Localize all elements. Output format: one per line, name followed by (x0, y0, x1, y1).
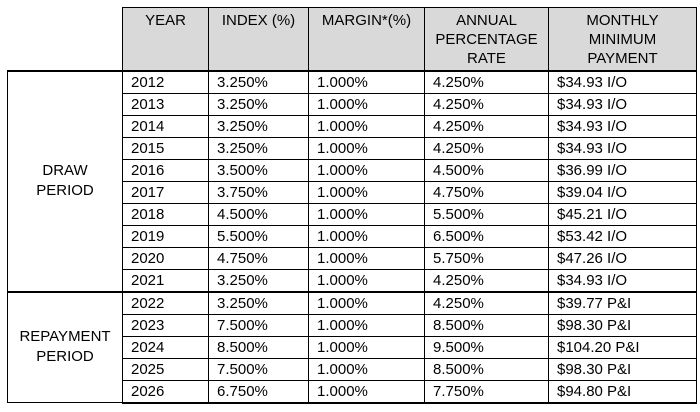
value-cell: $45.21 I/O (548, 202, 697, 226)
value-cell: $34.93 I/O (548, 70, 697, 94)
column-header: MONTHLY MINIMUM PAYMENT (548, 7, 697, 72)
value-cell: 3.250% (208, 70, 309, 94)
value-cell: 4.500% (208, 202, 309, 226)
year-cell: 2014 (122, 114, 209, 138)
year-cell: 2022 (122, 290, 209, 315)
year-cell: 2015 (122, 136, 209, 160)
value-cell: 6.750% (208, 379, 309, 404)
value-cell: $34.93 I/O (548, 114, 697, 138)
table-row: 2025 7.500% 1.000% 8.500% $98.30 P&I (8, 357, 697, 381)
column-header: INDEX (%) (208, 7, 309, 72)
table-row: 2016 3.500% 1.000% 4.500% $36.99 I/O (8, 158, 697, 182)
value-cell: $104.20 P&I (548, 335, 697, 359)
value-cell: 6.500% (424, 224, 549, 248)
year-cell: 2018 (122, 202, 209, 226)
value-cell: 3.250% (208, 114, 309, 138)
value-cell: 1.000% (308, 290, 425, 315)
value-cell: $34.93 I/O (548, 268, 697, 292)
value-cell: 1.000% (308, 180, 425, 204)
value-cell: $47.26 I/O (548, 246, 697, 270)
value-cell: 1.000% (308, 224, 425, 248)
value-cell: 4.250% (424, 268, 549, 292)
value-cell: 4.250% (424, 114, 549, 138)
year-cell: 2021 (122, 268, 209, 292)
value-cell: $36.99 I/O (548, 158, 697, 182)
row-group-label: REPAYMENT PERIOD (7, 290, 123, 403)
value-cell: 8.500% (424, 357, 549, 381)
table-body: DRAW PERIOD 2012 3.250% 1.000% 4.250% $34.93 … (7, 69, 697, 404)
table-row: 2024 8.500% 1.000% 9.500% $104.20 P&I (8, 335, 697, 359)
year-cell: 2025 (122, 357, 209, 381)
value-cell: $34.93 I/O (548, 92, 697, 116)
value-cell: 1.000% (308, 136, 425, 160)
year-cell: 2013 (122, 92, 209, 116)
value-cell: $39.77 P&I (548, 290, 697, 315)
value-cell: 3.250% (208, 136, 309, 160)
column-header: YEAR (122, 7, 209, 72)
value-cell: 7.750% (424, 379, 549, 404)
table-row: 2015 3.250% 1.000% 4.250% $34.93 I/O (8, 136, 697, 160)
column-header: MARGIN*(%) (308, 7, 425, 72)
year-cell: 2023 (122, 313, 209, 337)
value-cell: 1.000% (308, 313, 425, 337)
value-cell: 4.500% (424, 158, 549, 182)
value-cell: 3.250% (208, 92, 309, 116)
table-row: DRAW PERIOD 2012 3.250% 1.000% 4.250% $34.93 … (7, 69, 697, 292)
value-cell: 1.000% (308, 246, 425, 270)
value-cell: $98.30 P&I (548, 357, 697, 381)
year-cell: 2017 (122, 180, 209, 204)
year-cell: 2020 (122, 246, 209, 270)
value-cell: 1.000% (308, 335, 425, 359)
value-cell: 4.750% (208, 246, 309, 270)
value-cell: 3.250% (208, 290, 309, 315)
year-cell: 2024 (122, 335, 209, 359)
value-cell: $53.42 I/O (548, 224, 697, 248)
value-cell: 5.500% (424, 202, 549, 226)
value-cell: 1.000% (308, 158, 425, 182)
value-cell: 1.000% (308, 357, 425, 381)
corner-blank-cell (7, 7, 123, 71)
year-cell: 2019 (122, 224, 209, 248)
rate-payment-table: YEAR INDEX (%) MARGIN*(%) ANNUAL PERCENTAGE… (7, 7, 697, 404)
value-cell: $39.04 I/O (548, 180, 697, 204)
table-row: 2026 6.750% 1.000% 7.750% $94.80 P&I (8, 379, 697, 404)
year-cell: 2016 (122, 158, 209, 182)
value-cell: 1.000% (308, 202, 425, 226)
header-row: YEAR INDEX (%) MARGIN*(%) ANNUAL PERCENTAGE… (7, 7, 697, 72)
value-cell: $94.80 P&I (548, 379, 697, 404)
value-cell: 5.500% (208, 224, 309, 248)
table-row: 2020 4.750% 1.000% 5.750% $47.26 I/O (8, 246, 697, 270)
value-cell: 8.500% (208, 335, 309, 359)
value-cell: 5.750% (424, 246, 549, 270)
value-cell: 3.750% (208, 180, 309, 204)
value-cell: 1.000% (308, 114, 425, 138)
value-cell: 4.250% (424, 70, 549, 94)
column-header: ANNUAL PERCENTAGE RATE (424, 7, 549, 72)
value-cell: 1.000% (308, 70, 425, 94)
year-cell: 2012 (122, 70, 209, 94)
value-cell: 3.500% (208, 158, 309, 182)
value-cell: 4.250% (424, 136, 549, 160)
value-cell: 4.750% (424, 180, 549, 204)
value-cell: 1.000% (308, 268, 425, 292)
value-cell: 1.000% (308, 92, 425, 116)
table-row: 2013 3.250% 1.000% 4.250% $34.93 I/O (8, 92, 697, 116)
table-row: REPAYMENT PERIOD 2022 3.250% 1.000% 4.250% $3… (7, 290, 697, 403)
value-cell: $34.93 I/O (548, 136, 697, 160)
year-cell: 2026 (122, 379, 209, 404)
value-cell: $98.30 P&I (548, 313, 697, 337)
table-row: 2017 3.750% 1.000% 4.750% $39.04 I/O (8, 180, 697, 204)
row-group-label: DRAW PERIOD (7, 69, 123, 292)
value-cell: 4.250% (424, 290, 549, 315)
value-cell: 4.250% (424, 92, 549, 116)
value-cell: 7.500% (208, 357, 309, 381)
table-header: YEAR INDEX (%) MARGIN*(%) ANNUAL PERCENTAGE… (7, 7, 697, 72)
value-cell: 8.500% (424, 313, 549, 337)
value-cell: 3.250% (208, 268, 309, 292)
value-cell: 7.500% (208, 313, 309, 337)
value-cell: 9.500% (424, 335, 549, 359)
table-row: 2023 7.500% 1.000% 8.500% $98.30 P&I (8, 313, 697, 337)
value-cell: 1.000% (308, 379, 425, 404)
